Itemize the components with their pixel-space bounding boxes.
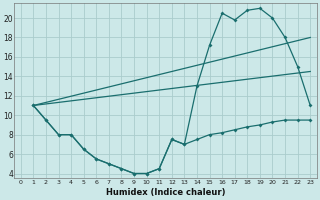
X-axis label: Humidex (Indice chaleur): Humidex (Indice chaleur): [106, 188, 225, 197]
